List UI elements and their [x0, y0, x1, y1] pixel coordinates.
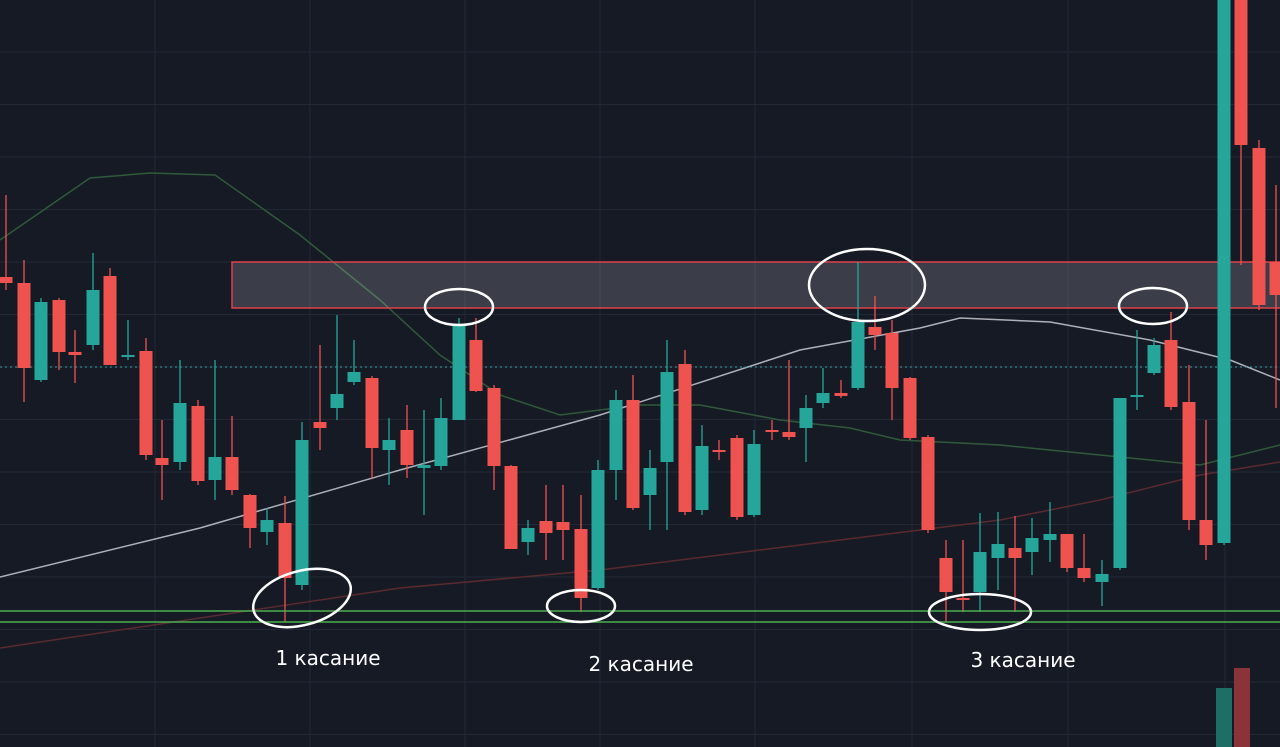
touch-circle — [545, 588, 617, 624]
candle-body — [712, 450, 726, 452]
candle-body — [452, 325, 466, 420]
candles — [0, 0, 1280, 622]
candle-body — [400, 430, 414, 465]
candle-body — [678, 364, 692, 512]
touch-circle — [1117, 286, 1189, 326]
candle-body — [173, 403, 187, 462]
candle-body — [556, 522, 570, 530]
touch-circle — [807, 247, 927, 323]
candle-body — [747, 444, 761, 515]
candle-body — [1113, 398, 1127, 568]
candle-body — [868, 327, 882, 335]
candle-body — [103, 276, 117, 365]
candle-body — [17, 283, 31, 368]
candle-body — [574, 529, 588, 598]
candle-body — [834, 393, 848, 396]
touch-circles — [251, 247, 1189, 632]
candle-body — [243, 495, 257, 528]
candle-body — [1199, 520, 1213, 545]
candle-body — [521, 528, 535, 542]
candle-body — [1130, 395, 1144, 397]
resistance-zone — [231, 261, 1280, 309]
candle-body — [643, 468, 657, 495]
candle-body — [956, 598, 970, 600]
candle-body — [1043, 534, 1057, 540]
candle-body — [1182, 402, 1196, 520]
candle-body — [382, 440, 396, 450]
annotation: 3 касание — [970, 648, 1075, 672]
touch-circle — [423, 287, 495, 327]
candle-body — [539, 521, 553, 533]
annotation: 1 касание — [275, 646, 380, 670]
candle-body — [885, 333, 899, 388]
candle-body — [695, 446, 709, 510]
candle-body — [765, 430, 779, 432]
candle-body — [609, 400, 623, 470]
candle-body — [939, 558, 953, 592]
candle-body — [1269, 262, 1280, 295]
candle-body — [1252, 148, 1266, 305]
candle-body — [921, 437, 935, 530]
candle-body — [1095, 574, 1109, 582]
candle-body — [991, 544, 1005, 558]
candle-body — [487, 388, 501, 466]
candle-body — [1234, 0, 1248, 145]
candle-body — [155, 458, 169, 465]
candle-body — [434, 418, 448, 466]
candle-body — [1164, 340, 1178, 407]
moving-average-red — [0, 461, 1280, 649]
candle-body — [1077, 568, 1091, 578]
volume-bar — [1216, 688, 1232, 747]
candle-body — [591, 470, 605, 588]
candle-body — [1025, 538, 1039, 552]
touch-circle — [251, 567, 353, 629]
candle-body — [208, 457, 222, 480]
volume-bar — [1234, 668, 1250, 747]
candle-body — [139, 351, 153, 455]
candle-body — [816, 393, 830, 403]
annotation: 2 касание — [588, 652, 693, 676]
candle-body — [1008, 548, 1022, 558]
candle-body — [52, 300, 66, 352]
candle-body — [903, 378, 917, 438]
candle-body — [782, 432, 796, 437]
candle-body — [347, 372, 361, 382]
candle-body — [34, 302, 48, 380]
candle-body — [799, 408, 813, 428]
candle-body — [121, 355, 135, 357]
candle-body — [626, 400, 640, 508]
candle-body — [68, 352, 82, 355]
candle-body — [851, 322, 865, 388]
candle-body — [730, 438, 744, 517]
candle-body — [225, 457, 239, 490]
candle-body — [660, 372, 674, 462]
moving-average-green — [0, 172, 1280, 466]
candle-body — [260, 520, 274, 532]
touch-circle — [927, 592, 1033, 632]
candle-body — [1147, 345, 1161, 373]
candle-body — [1060, 534, 1074, 568]
candle-body — [0, 277, 13, 283]
candle-body — [278, 523, 292, 578]
candle-body — [295, 440, 309, 585]
candle-body — [191, 406, 205, 481]
candle-body — [313, 422, 327, 428]
candle-body — [973, 552, 987, 592]
candle-body — [86, 290, 100, 345]
candle-body — [1217, 0, 1231, 543]
candle-body — [504, 466, 518, 549]
candle-body — [365, 378, 379, 448]
candle-body — [330, 394, 344, 408]
candle-body — [417, 465, 431, 468]
candle-body — [469, 340, 483, 391]
